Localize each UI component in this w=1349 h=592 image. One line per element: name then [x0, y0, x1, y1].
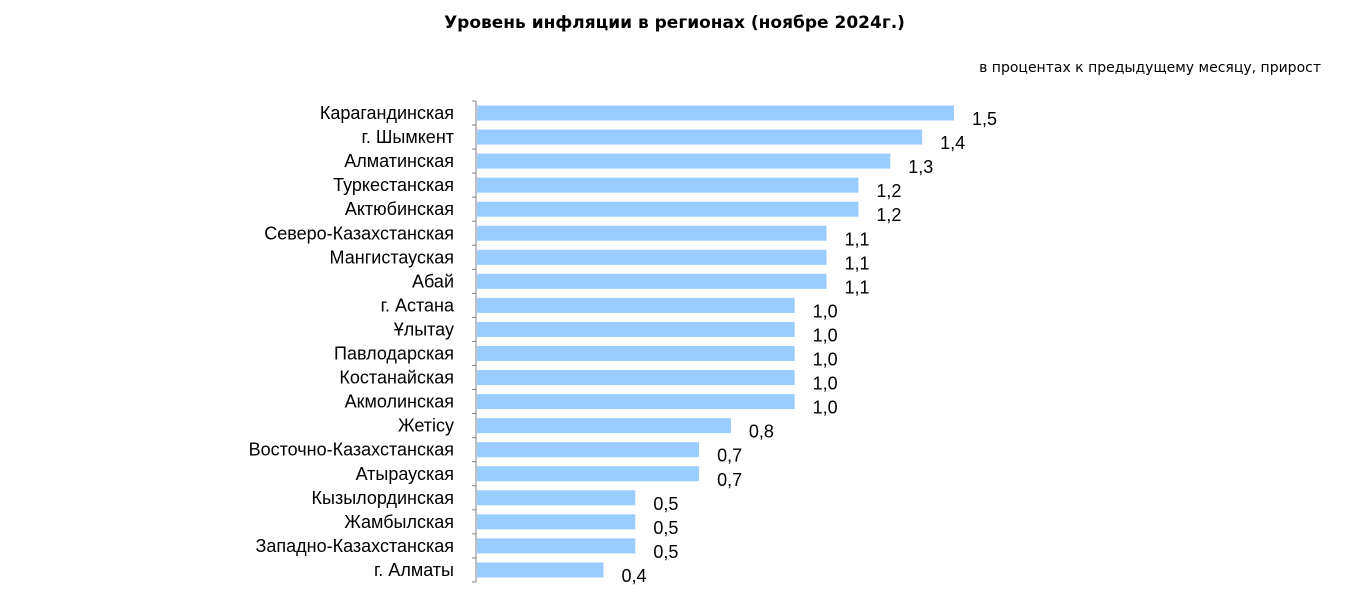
category-label: Карагандинская: [320, 103, 454, 123]
chart-title: Уровень инфляции в регионах (ноябре 2024…: [444, 13, 905, 33]
bar: [477, 225, 827, 241]
data-label: 1,4: [940, 133, 965, 153]
category-label: Западно-Казахстанская: [256, 536, 454, 556]
category-label: Туркестанская: [333, 175, 454, 195]
category-label: г. Астана: [381, 295, 455, 315]
data-label: 1,1: [845, 253, 870, 273]
category-label: Восточно-Казахстанская: [249, 440, 454, 460]
data-label: 0,5: [653, 542, 678, 562]
category-label: Мангистауская: [330, 247, 454, 267]
category-label: Ұлытау: [394, 319, 454, 339]
bar: [477, 346, 795, 361]
bar: [477, 562, 604, 578]
category-label: г. Алматы: [374, 560, 454, 580]
data-label: 1,0: [813, 325, 838, 345]
data-label: 0,7: [717, 446, 742, 466]
bar: [477, 370, 795, 386]
data-label: 1,0: [813, 374, 838, 394]
bar: [477, 490, 636, 506]
data-label: 1,0: [813, 350, 838, 370]
bar: [477, 201, 859, 217]
category-label: Актюбинская: [345, 199, 454, 219]
data-label: 1,5: [972, 109, 997, 129]
category-label: Алматинская: [344, 151, 454, 171]
bar: [477, 321, 795, 337]
data-label: 1,1: [845, 229, 870, 249]
bar: [477, 442, 700, 458]
data-label: 0,4: [621, 566, 646, 586]
bar: [477, 249, 827, 265]
data-label: 1,2: [876, 181, 901, 201]
category-label: Абай: [412, 271, 454, 291]
data-label: 0,7: [717, 470, 742, 490]
bar: [477, 466, 700, 482]
category-label: Жамбылская: [344, 512, 454, 532]
bar: [477, 394, 795, 410]
category-label: Атырауская: [356, 464, 454, 484]
bar: [477, 297, 795, 313]
category-label: Кызылординская: [312, 488, 454, 508]
category-label: Акмолинская: [345, 392, 454, 412]
category-label: Жетісу: [398, 416, 454, 436]
category-label: Костанайская: [339, 368, 454, 388]
data-label: 1,3: [908, 157, 933, 177]
data-label: 1,1: [845, 277, 870, 297]
category-label: г. Шымкент: [362, 127, 454, 147]
bar: [477, 153, 891, 169]
data-label: 0,8: [749, 422, 774, 442]
bar: [477, 105, 954, 121]
bar: [477, 514, 636, 530]
data-label: 0,5: [653, 494, 678, 514]
chart-subtitle: в процентах к предыдущему месяцу, прирос…: [979, 60, 1321, 76]
data-label: 1,0: [813, 301, 838, 321]
bar: [477, 177, 859, 193]
data-label: 0,5: [653, 518, 678, 538]
bar: [477, 273, 827, 289]
category-label: Павлодарская: [334, 344, 454, 364]
bar: [477, 538, 636, 554]
bar: [477, 418, 731, 434]
data-label: 1,0: [813, 398, 838, 418]
category-label: Северо-Казахстанская: [264, 223, 454, 243]
data-label: 1,2: [876, 205, 901, 225]
bar: [477, 129, 923, 145]
